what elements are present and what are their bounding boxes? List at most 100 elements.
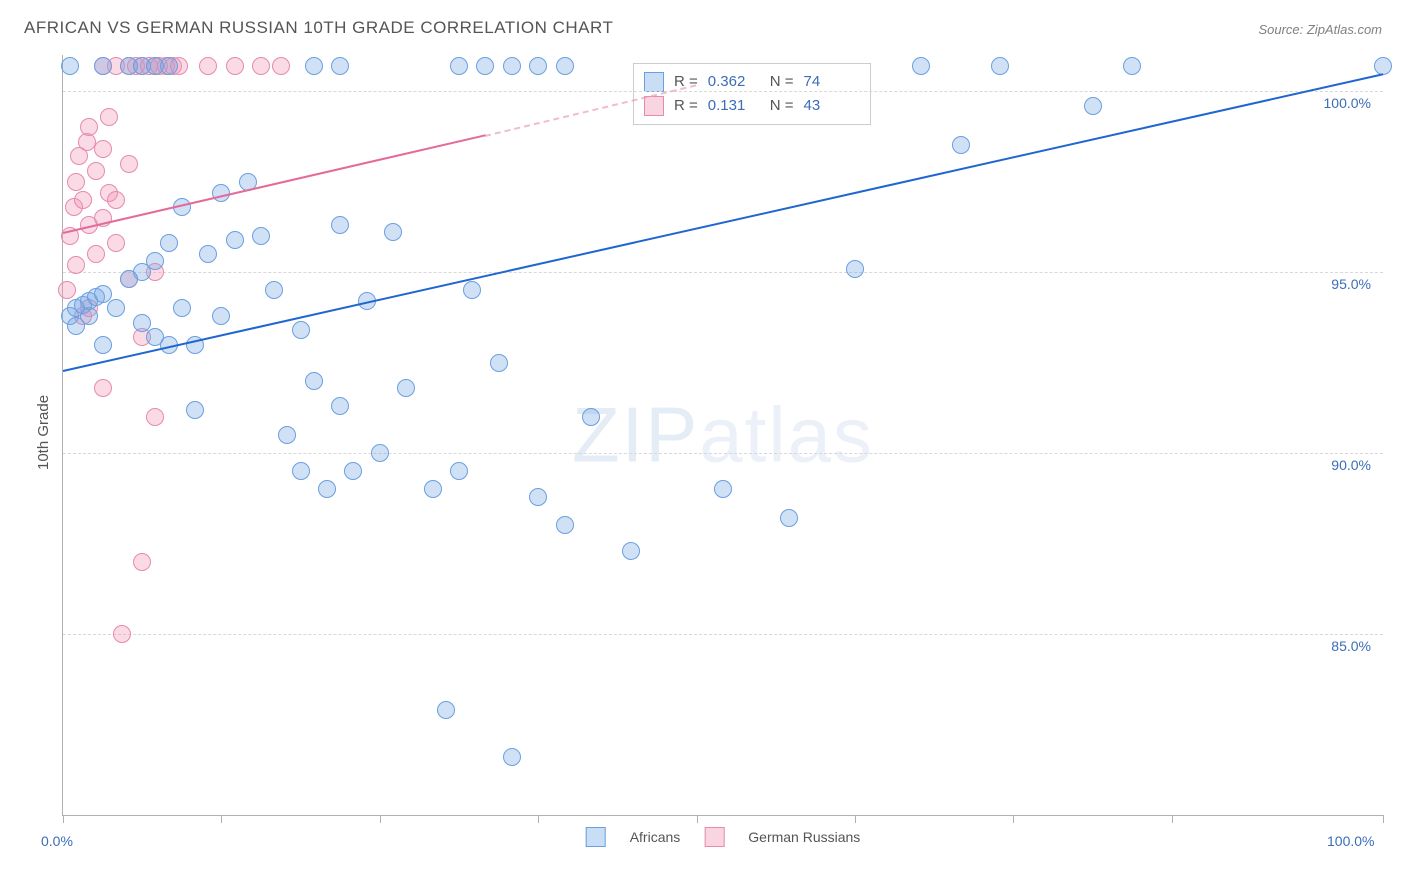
data-point xyxy=(120,155,138,173)
x-tick-label: 100.0% xyxy=(1327,833,1374,849)
data-point xyxy=(384,223,402,241)
x-tick xyxy=(63,815,64,823)
data-point xyxy=(450,57,468,75)
data-point xyxy=(305,57,323,75)
watermark-a: ZIP xyxy=(572,391,699,479)
data-point xyxy=(529,57,547,75)
legend-label-pink: German Russians xyxy=(748,829,860,845)
data-point xyxy=(133,314,151,332)
legend-swatch-blue-icon xyxy=(586,827,606,847)
data-point xyxy=(846,260,864,278)
data-point xyxy=(450,462,468,480)
data-point xyxy=(556,57,574,75)
gridline xyxy=(63,91,1383,92)
watermark-b: atlas xyxy=(699,391,874,479)
data-point xyxy=(212,307,230,325)
data-point xyxy=(226,231,244,249)
chart-title: AFRICAN VS GERMAN RUSSIAN 10TH GRADE COR… xyxy=(24,18,613,38)
data-point xyxy=(87,162,105,180)
gridline xyxy=(63,453,1383,454)
plot-area: ZIPatlas R = 0.362 N = 74 R = 0.131 N = … xyxy=(62,55,1383,816)
x-tick-label: 0.0% xyxy=(41,833,73,849)
x-tick xyxy=(1383,815,1384,823)
x-tick xyxy=(697,815,698,823)
data-point xyxy=(344,462,362,480)
x-tick xyxy=(538,815,539,823)
r-value-pink: 0.131 xyxy=(708,94,760,118)
data-point xyxy=(331,57,349,75)
data-point xyxy=(714,480,732,498)
data-point xyxy=(58,281,76,299)
data-point xyxy=(94,285,112,303)
data-point xyxy=(160,57,178,75)
data-point xyxy=(133,553,151,571)
data-point xyxy=(437,701,455,719)
data-point xyxy=(397,379,415,397)
gridline xyxy=(63,634,1383,635)
x-tick xyxy=(221,815,222,823)
data-point xyxy=(292,321,310,339)
bottom-legend: Africans German Russians xyxy=(586,827,861,847)
data-point xyxy=(226,57,244,75)
data-point xyxy=(107,191,125,209)
data-point xyxy=(67,256,85,274)
data-point xyxy=(67,173,85,191)
data-point xyxy=(146,408,164,426)
data-point xyxy=(292,462,310,480)
data-point xyxy=(503,57,521,75)
gridline xyxy=(63,272,1383,273)
y-tick-label: 100.0% xyxy=(1324,95,1371,111)
data-point xyxy=(371,444,389,462)
data-point xyxy=(556,516,574,534)
x-tick xyxy=(380,815,381,823)
stats-row-pink: R = 0.131 N = 43 xyxy=(644,94,856,118)
data-point xyxy=(265,281,283,299)
data-point xyxy=(113,625,131,643)
watermark: ZIPatlas xyxy=(572,390,874,481)
data-point xyxy=(952,136,970,154)
legend-swatch-pink-icon xyxy=(704,827,724,847)
data-point xyxy=(61,57,79,75)
swatch-pink-icon xyxy=(644,96,664,116)
x-tick xyxy=(855,815,856,823)
data-point xyxy=(991,57,1009,75)
y-axis-title: 10th Grade xyxy=(35,395,52,470)
data-point xyxy=(252,57,270,75)
data-point xyxy=(272,57,290,75)
data-point xyxy=(173,299,191,317)
data-point xyxy=(424,480,442,498)
data-point xyxy=(490,354,508,372)
stats-box: R = 0.362 N = 74 R = 0.131 N = 43 xyxy=(633,63,871,125)
data-point xyxy=(305,372,323,390)
data-point xyxy=(912,57,930,75)
data-point xyxy=(146,252,164,270)
data-point xyxy=(476,57,494,75)
data-point xyxy=(107,299,125,317)
source-label: Source: ZipAtlas.com xyxy=(1258,22,1382,37)
data-point xyxy=(199,245,217,263)
data-point xyxy=(529,488,547,506)
data-point xyxy=(318,480,336,498)
legend-label-blue: Africans xyxy=(630,829,681,845)
data-point xyxy=(94,57,112,75)
y-tick-label: 95.0% xyxy=(1331,276,1371,292)
y-tick-label: 85.0% xyxy=(1331,638,1371,654)
data-point xyxy=(199,57,217,75)
n-value-pink: 43 xyxy=(804,94,856,118)
data-point xyxy=(80,118,98,136)
data-point xyxy=(252,227,270,245)
n-label: N = xyxy=(770,94,794,118)
data-point xyxy=(94,336,112,354)
y-tick-label: 90.0% xyxy=(1331,457,1371,473)
swatch-blue-icon xyxy=(644,72,664,92)
data-point xyxy=(1084,97,1102,115)
data-point xyxy=(186,401,204,419)
data-point xyxy=(160,234,178,252)
data-point xyxy=(278,426,296,444)
data-point xyxy=(582,408,600,426)
data-point xyxy=(622,542,640,560)
data-point xyxy=(87,245,105,263)
data-point xyxy=(331,216,349,234)
data-point xyxy=(503,748,521,766)
r-label: R = xyxy=(674,94,698,118)
